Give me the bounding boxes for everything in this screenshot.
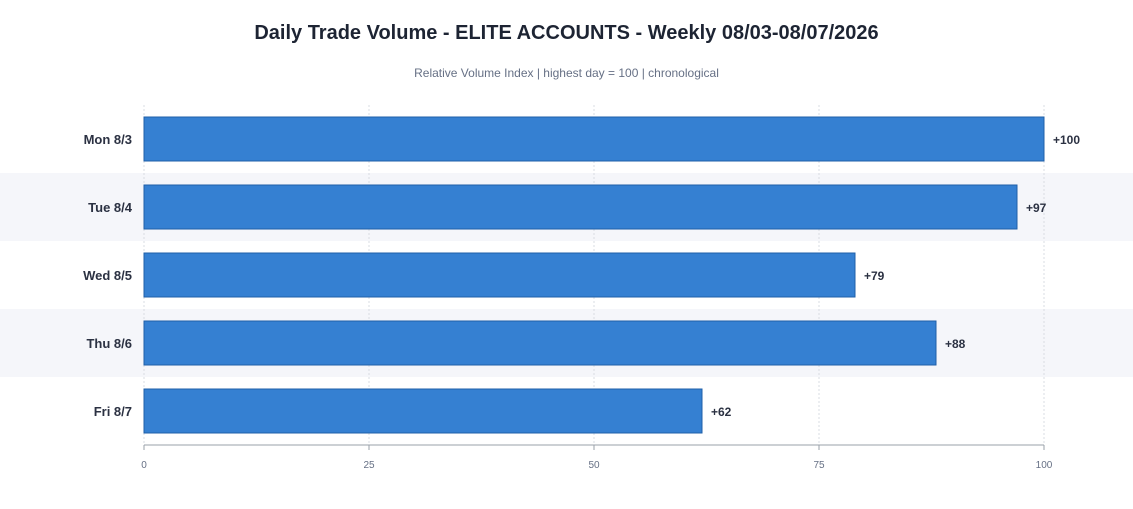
chart-title: Daily Trade Volume - ELITE ACCOUNTS - We…	[254, 22, 879, 44]
bar	[143, 252, 856, 298]
data-label: +100	[1053, 133, 1080, 147]
x-tick-label: 0	[141, 460, 147, 471]
category-label: Thu 8/6	[86, 336, 132, 351]
bar	[143, 388, 703, 434]
data-label: +97	[1026, 201, 1047, 215]
x-tick-label: 100	[1036, 460, 1053, 471]
category-label: Tue 8/4	[88, 200, 133, 215]
data-label: +79	[864, 269, 885, 283]
x-tick-label: 75	[813, 460, 825, 471]
x-tick-label: 50	[588, 460, 600, 471]
chart-subtitle: Relative Volume Index | highest day = 10…	[414, 66, 719, 80]
x-tick-label: 25	[363, 460, 375, 471]
bar	[143, 184, 1018, 230]
data-label: +88	[945, 337, 966, 351]
category-label: Wed 8/5	[83, 268, 132, 283]
category-label: Mon 8/3	[84, 132, 132, 147]
category-label: Fri 8/7	[94, 404, 132, 419]
bar	[143, 320, 937, 366]
data-label: +62	[711, 405, 732, 419]
bar	[143, 116, 1045, 162]
